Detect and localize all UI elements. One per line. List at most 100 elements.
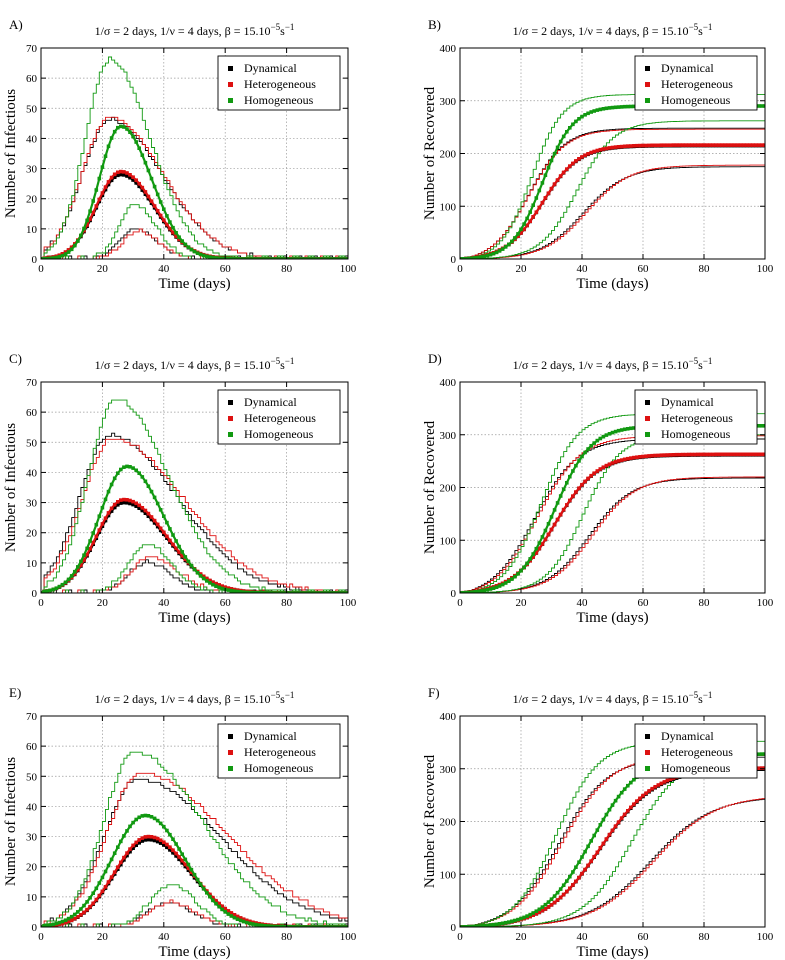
data-point [155,192,160,197]
data-point [461,591,465,593]
data-point [205,891,209,895]
data-point [183,862,188,867]
data-point [613,798,618,803]
x-tick-label: 100 [340,931,357,943]
data-point [143,511,148,515]
data-point [73,243,77,248]
legend-marker-dynamical [228,400,233,405]
x-tick-label: 40 [577,597,589,609]
data-point [106,513,111,518]
data-point [103,185,108,189]
legend-marker-dynamical [228,734,233,739]
y-tick-label: 70 [26,711,38,723]
data-point [644,143,648,148]
legend-box [217,723,341,779]
data-point [598,823,603,827]
data-point [650,453,654,458]
panel-title-unit: s [698,692,703,706]
legend-label-homogeneous: Homogeneous [661,761,731,775]
y-tick-label: 400 [440,43,457,55]
data-point [106,489,111,494]
panel-title-exponent: −5 [689,690,699,700]
data-point [122,173,126,177]
data-point [100,191,105,195]
data-point [100,522,105,526]
data-point [629,780,633,785]
data-point [549,158,554,163]
data-point [540,908,545,913]
legend-label-heterogeneous: Heterogeneous [661,77,733,91]
data-point [272,924,277,927]
data-point [183,857,188,862]
data-point [201,576,206,581]
data-point [327,925,332,927]
data-point [226,588,231,592]
panel-title: 1/σ = 2 days, 1/ν = 4 days, β = 15.10−5s… [513,690,713,706]
x-tick-label: 100 [757,931,774,943]
panel-title-unit-exponent: −1 [285,22,295,32]
data-point [235,917,240,921]
data-point [555,501,560,505]
x-tick-label: 60 [220,597,232,609]
data-point [149,176,154,181]
data-point [266,924,270,927]
data-point [491,922,496,927]
y-tick-label: 0 [451,588,457,600]
legend-label-dynamical: Dynamical [244,729,297,743]
data-point [217,585,221,590]
x-tick-label: 0 [457,931,463,943]
data-point [195,877,200,882]
data-point [595,469,600,473]
data-point [346,925,348,927]
data-point [177,550,181,554]
data-point [174,234,178,238]
data-point [186,862,191,867]
data-point [91,540,95,545]
data-point [757,766,761,770]
data-point [595,850,600,855]
data-point [763,424,765,428]
data-point [708,143,712,147]
data-point [680,143,685,147]
data-point [116,503,120,507]
data-point [574,879,578,884]
data-point [586,844,590,849]
data-point [180,239,184,243]
data-point [665,453,670,457]
data-point [248,921,252,926]
data-point [638,143,642,148]
data-point [571,122,575,127]
data-point [552,894,557,898]
legend-label-dynamical: Dynamical [244,395,297,409]
data-point [327,591,332,593]
data-point [589,110,593,114]
data-point [235,257,240,259]
data-point [152,816,157,821]
data-point [604,106,609,111]
data-point [60,921,65,926]
series-heterogeneous [41,169,348,259]
data-point [318,591,323,593]
data-point [464,925,468,927]
band-line-heterogeneous [41,116,348,259]
x-tick-label: 100 [757,597,774,609]
data-point [467,256,471,259]
plot-frame [40,715,349,928]
data-point [97,176,102,181]
data-point [525,216,529,221]
data-point [574,119,578,124]
data-point [306,591,310,593]
data-point [580,114,584,119]
data-point [85,218,89,223]
data-point [146,196,151,201]
data-point [152,204,157,208]
data-point [711,143,715,147]
data-point [294,257,298,259]
data-point [543,528,548,533]
data-point [729,452,734,457]
legend-marker-homogeneous [228,766,233,771]
data-point [482,923,487,927]
data-point [112,476,117,481]
data-point [232,589,237,593]
y-tick-label: 60 [26,73,38,85]
